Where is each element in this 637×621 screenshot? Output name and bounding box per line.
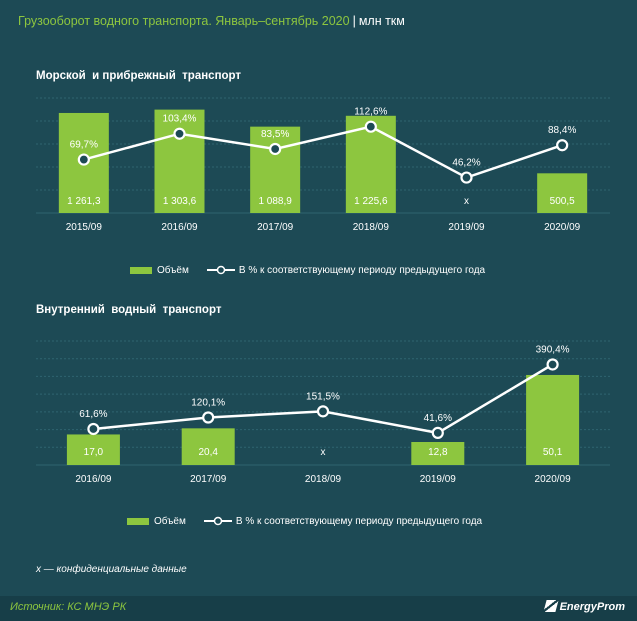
energyprom-logo-icon <box>542 600 559 612</box>
page-title: Грузооборот водного транспорта. Январь–с… <box>18 14 405 28</box>
percent-line <box>83 125 563 179</box>
percent-label: 83,5% <box>261 129 289 140</box>
chart1-legend: Объём В % к соответствующему периоду пред… <box>130 265 485 276</box>
percent-label: 88,4% <box>548 125 576 136</box>
legend-volume-label: Объём <box>154 516 186 527</box>
line-point-2016/09 <box>87 422 100 436</box>
brand-logo: EnergyProm <box>542 600 625 613</box>
percent-label: 69,7% <box>70 140 98 151</box>
bar-2016/09 <box>66 434 120 465</box>
legend-line-marker <box>206 266 235 275</box>
x-tick-label: 2018/09 <box>353 222 390 233</box>
volume-label: 20,4 <box>198 447 218 458</box>
footer: Источник: КС МНЭ РК EnergyProm <box>0 596 637 621</box>
volume-label: 1 088,9 <box>258 196 292 207</box>
x-tick-label: 2019/09 <box>448 222 485 233</box>
percent-label: 112,6% <box>354 107 387 118</box>
line-point-2019/09 <box>460 171 473 184</box>
percent-label: 120,1% <box>191 397 225 408</box>
volume-label: 17,0 <box>84 447 104 458</box>
brand-name: EnergyProm <box>559 601 625 613</box>
source-label: Источник: КС МНЭ РК <box>10 601 127 613</box>
bar-2016/09 <box>154 109 205 213</box>
line-point-2018/09 <box>364 120 377 133</box>
legend-percent-label: В % к соответствующему периоду предыдуще… <box>238 265 486 276</box>
bar-2019/09 <box>411 441 465 465</box>
volume-label: 1 261,3 <box>67 196 101 207</box>
bar-2017/09 <box>181 428 235 465</box>
bar-2020/09 <box>537 173 588 213</box>
legend-percent-label: В % к соответствующему периоду предыдуще… <box>235 516 483 527</box>
line-point-2016/09 <box>173 127 186 140</box>
line-point-2020/09 <box>546 358 559 371</box>
title-unit: млн ткм <box>358 14 405 28</box>
line-point-2018/09 <box>316 405 330 418</box>
chart1-title: Морской и прибрежный транспорт <box>36 70 242 82</box>
line-point-2019/09 <box>431 426 444 440</box>
percent-label: 41,6% <box>424 413 452 424</box>
legend-bar-swatch <box>130 266 152 274</box>
x-tick-label: 2017/09 <box>190 474 227 485</box>
chart2-plot: 61,6% 120,1% 151,5% 41,6% 390,4% 17,0 20,4 х 12,… <box>36 340 610 485</box>
x-tick-label: 2020/09 <box>544 222 581 233</box>
x-tick-label: 2019/09 <box>420 474 457 485</box>
bar-2020/09 <box>526 374 580 465</box>
x-tick-label: 2017/09 <box>257 222 294 233</box>
confidential-mark: х <box>464 196 469 207</box>
bar-2017/09 <box>250 126 301 213</box>
volume-label: 500,5 <box>550 196 575 207</box>
x-tick-label: 2016/09 <box>161 222 198 233</box>
volume-label: 50,1 <box>543 447 563 458</box>
legend-bar-swatch <box>127 517 149 525</box>
volume-label: 1 303,6 <box>163 196 197 207</box>
line-point-2017/09 <box>269 142 282 156</box>
legend-volume-label: Объём <box>157 265 189 276</box>
title-separator: | <box>352 14 356 28</box>
volume-label: 12,8 <box>428 447 448 458</box>
line-point-2017/09 <box>202 411 215 424</box>
chart2-title: Внутренний водный транспорт <box>36 304 222 316</box>
percent-label: 151,5% <box>306 391 340 402</box>
legend-line-marker <box>203 517 232 526</box>
line-point-2015/09 <box>77 153 90 166</box>
x-tick-label: 2016/09 <box>75 474 112 485</box>
percent-label: 61,6% <box>79 409 107 420</box>
line-point-2020/09 <box>556 139 569 152</box>
x-tick-label: 2015/09 <box>66 222 103 233</box>
title-text: Грузооборот водного транспорта. Январь–с… <box>18 14 350 28</box>
percent-label: 390,4% <box>536 344 570 355</box>
x-tick-label: 2018/09 <box>305 474 342 485</box>
percent-label: 46,2% <box>452 158 480 169</box>
footnote: х — конфиденциальные данные <box>36 564 187 575</box>
confidential-mark: х <box>321 447 326 458</box>
percent-label: 103,4% <box>163 114 197 125</box>
x-tick-label: 2020/09 <box>535 474 572 485</box>
volume-label: 1 225,6 <box>354 196 388 207</box>
chart1-plot: 69,7% 103,4% 83,5% 112,6% 46,2% 88,4% 1 261,3 1… <box>36 97 610 233</box>
chart2-legend: Объём В % к соответствующему периоду пред… <box>127 516 482 527</box>
